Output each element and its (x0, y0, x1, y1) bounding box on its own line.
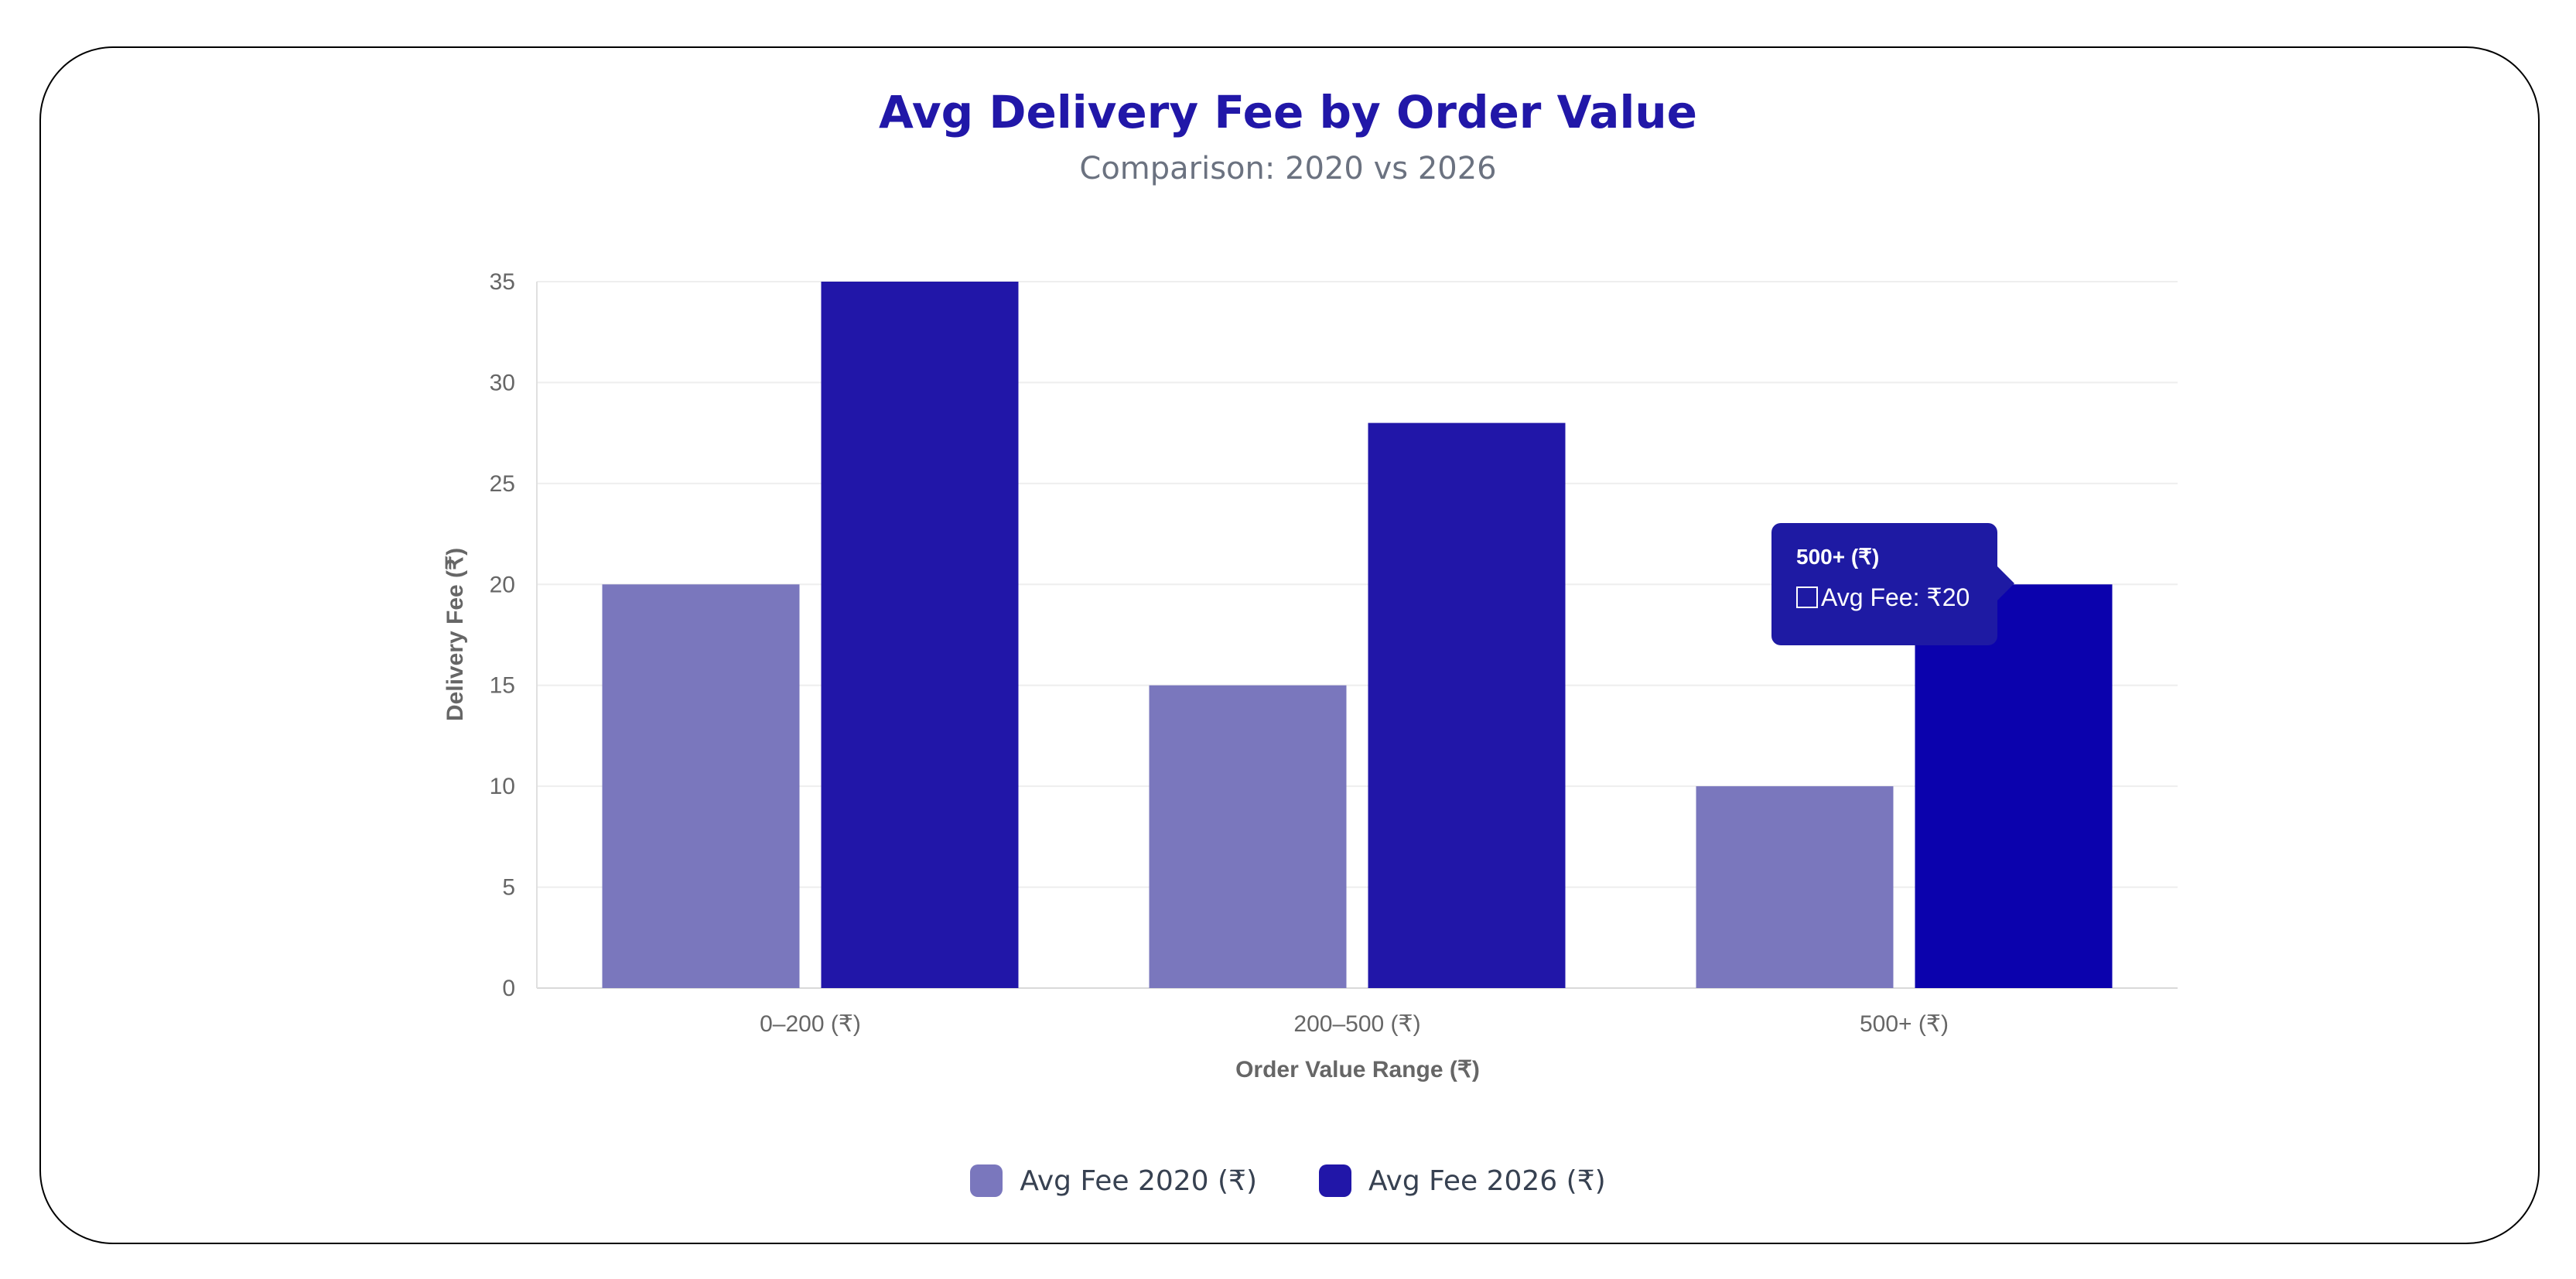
legend-swatch (970, 1164, 1003, 1197)
tooltip-swatch (1796, 586, 1818, 608)
y-tick-label: 20 (490, 572, 515, 597)
chart-card (39, 46, 2540, 1244)
y-tick-label: 10 (490, 774, 515, 799)
bar-2026-0[interactable] (821, 282, 1019, 988)
y-tick-label: 35 (490, 269, 515, 295)
y-tick-label: 5 (502, 875, 515, 901)
legend-item-2020[interactable]: Avg Fee 2020 (₹) (970, 1164, 1257, 1197)
legend-swatch (1319, 1164, 1351, 1197)
bar-2020-0[interactable] (602, 584, 800, 988)
tooltip: 500+ (₹) Avg Fee: ₹20 (1771, 523, 2014, 645)
y-tick-label: 15 (490, 673, 515, 699)
y-tick-label: 30 (490, 370, 515, 395)
bars (602, 282, 2113, 988)
tooltip-row: Avg Fee: ₹20 (1796, 585, 1997, 610)
tooltip-label: Avg Fee: ₹20 (1821, 583, 1970, 611)
bar-2020-2[interactable] (1696, 786, 1894, 988)
y-tick-label: 0 (502, 976, 515, 1001)
legend: Avg Fee 2020 (₹) Avg Fee 2026 (₹) (0, 1164, 2576, 1197)
bar-2026-1[interactable] (1368, 422, 1566, 988)
bar-2020-1[interactable] (1149, 685, 1347, 988)
axes: 0 5 10 15 20 25 30 35 0–200 (₹) 200–500 (₹) 500+ (… (490, 269, 1949, 1037)
x-tick-label: 200–500 (₹) (1293, 1011, 1420, 1037)
y-tick-label: 25 (490, 471, 515, 497)
chart-title: Avg Delivery Fee by Order Value (879, 86, 1697, 139)
x-tick-label: 0–200 (₹) (760, 1011, 861, 1037)
legend-label: Avg Fee 2026 (₹) (1368, 1164, 1606, 1197)
legend-item-2026[interactable]: Avg Fee 2026 (₹) (1319, 1164, 1606, 1197)
legend-label: Avg Fee 2020 (₹) (1020, 1164, 1257, 1197)
x-tick-label: 500+ (₹) (1860, 1011, 1949, 1037)
y-axis-title: Delivery Fee (₹) (442, 548, 468, 721)
grid-lines (537, 281, 2178, 989)
bar-2026-2[interactable] (1915, 584, 2113, 988)
chart-subtitle: Comparison: 2020 vs 2026 (1079, 151, 1497, 186)
tooltip-title: 500+ (₹) (1796, 545, 1880, 569)
x-axis-title: Order Value Range (₹) (1235, 1057, 1480, 1082)
